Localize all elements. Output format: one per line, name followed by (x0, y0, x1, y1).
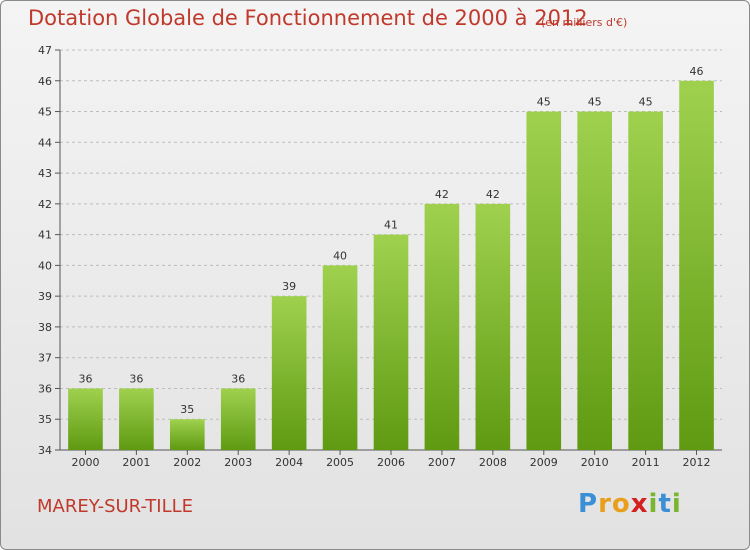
logo-letter: x (630, 489, 649, 519)
logo-letter: o (611, 489, 631, 519)
bar (169, 419, 205, 450)
value-label: 42 (486, 188, 500, 201)
y-tick-label: 34 (38, 444, 52, 457)
value-label: 41 (384, 219, 398, 232)
value-label: 36 (78, 372, 92, 385)
y-tick-label: 44 (38, 136, 52, 149)
y-tick-label: 43 (38, 167, 52, 180)
x-tick-label: 2008 (479, 456, 507, 469)
value-label: 40 (333, 249, 347, 262)
x-tick-label: 2004 (275, 456, 303, 469)
y-tick-label: 36 (38, 382, 52, 395)
chart-title: Dotation Globale de Fonctionnement de 20… (28, 6, 588, 30)
value-label: 35 (180, 403, 194, 416)
x-tick-label: 2012 (683, 456, 711, 469)
x-tick-label: 2002 (173, 456, 201, 469)
logo-letter: i (648, 489, 659, 519)
bar (373, 234, 409, 450)
value-label: 45 (537, 96, 551, 109)
x-tick-label: 2003 (224, 456, 252, 469)
y-tick-label: 38 (38, 321, 52, 334)
value-label: 46 (690, 65, 704, 78)
x-tick-label: 2009 (530, 456, 558, 469)
bar (475, 203, 511, 450)
y-tick-label: 41 (38, 229, 52, 242)
y-tick-label: 46 (38, 75, 52, 88)
y-tick-label: 39 (38, 290, 52, 303)
proxiti-logo: Proxiti (578, 489, 682, 519)
y-tick-label: 45 (38, 106, 52, 119)
logo-letter: t (658, 489, 672, 519)
bar (322, 265, 358, 450)
y-tick-label: 40 (38, 259, 52, 272)
x-tick-label: 2000 (71, 456, 99, 469)
value-label: 42 (435, 188, 449, 201)
y-tick-label: 42 (38, 198, 52, 211)
bar (220, 388, 256, 450)
bar (119, 388, 154, 450)
value-label: 45 (639, 96, 653, 109)
x-tick-label: 2001 (122, 456, 150, 469)
bar (679, 80, 714, 451)
logo-letter: r (598, 489, 612, 519)
logo-letter: i (671, 489, 682, 519)
bar (577, 111, 613, 451)
bar (424, 203, 460, 450)
bar (628, 111, 663, 451)
bar (68, 388, 103, 450)
logo-letter: P (578, 489, 599, 519)
x-tick-label: 2011 (632, 456, 660, 469)
x-tick-label: 2005 (326, 456, 354, 469)
value-label: 36 (129, 372, 143, 385)
x-tick-label: 2007 (428, 456, 456, 469)
value-label: 45 (588, 96, 602, 109)
bar (526, 111, 562, 451)
value-label: 39 (282, 280, 296, 293)
commune-name: MAREY-SUR-TILLE (37, 496, 194, 517)
y-tick-label: 37 (38, 352, 52, 365)
x-tick-label: 2006 (377, 456, 405, 469)
value-label: 36 (231, 372, 245, 385)
y-tick-label: 47 (38, 44, 52, 57)
unit-note: (en milliers d'€) (541, 16, 628, 29)
x-tick-label: 2010 (581, 456, 609, 469)
y-tick-label: 35 (38, 413, 52, 426)
bar (271, 296, 307, 450)
